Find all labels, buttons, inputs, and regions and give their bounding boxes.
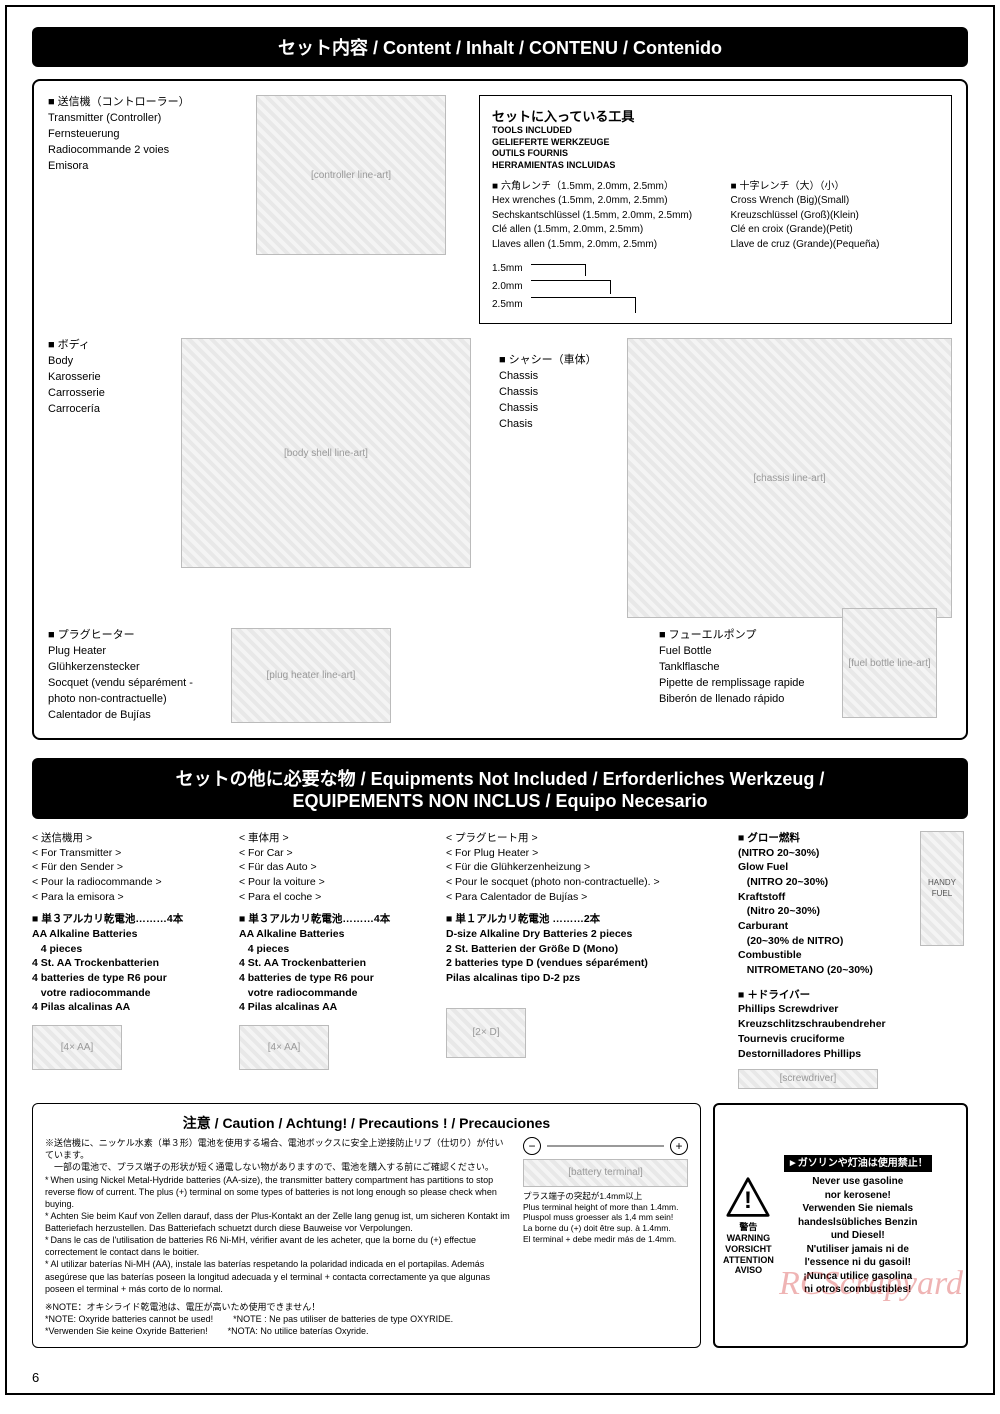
fuel-can-image: HANDY FUEL (920, 831, 964, 946)
svg-text:!: ! (744, 1187, 752, 1214)
warning-box: ! 警告 WARNING VORSICHT ATTENTION AVISO ►ガ… (713, 1103, 968, 1348)
screwdriver-image: [screwdriver] (738, 1069, 878, 1089)
fuelbottle-labels: フューエルポンプ Fuel Bottle Tanklflasche Pipett… (659, 628, 824, 708)
plugheater-image: [plug heater line-art] (231, 628, 391, 723)
content-section: 送信機（コントローラー） Transmitter (Controller) Fe… (32, 79, 968, 740)
terminal-symbols: − + (523, 1137, 688, 1155)
chassis-image: [chassis line-art] (627, 338, 952, 618)
chassis-labels: シャシー（車体） Chassis Chassis Chassis Chasis (499, 353, 609, 433)
caution-box: 注意 / Caution / Achtung! / Precautions ! … (32, 1103, 701, 1348)
fuelbottle-image: [fuel bottle line-art] (842, 608, 937, 718)
section1-banner: セット内容 / Content / Inhalt / CONTENU / Con… (32, 27, 968, 67)
terminal-image: [battery terminal] (523, 1159, 688, 1187)
controller-image: [controller line-art] (256, 95, 446, 255)
batteries-aa-image-2: [4× AA] (239, 1025, 329, 1070)
transmitter-labels: 送信機（コントローラー） Transmitter (Controller) Fe… (48, 95, 238, 175)
page-number: 6 (32, 1370, 39, 1385)
plugheater-labels: プラグヒーター Plug Heater Glühkerzenstecker So… (48, 628, 213, 724)
batteries-d-image: [2× D] (446, 1008, 526, 1058)
section2-banner: セットの他に必要な物 / Equipments Not Included / E… (32, 758, 968, 819)
body-image: [body shell line-art] (181, 338, 471, 568)
tools-box: セットに入っている工具 TOOLS INCLUDED GELIEFERTE WE… (479, 95, 952, 324)
warning-triangle-icon: ! (726, 1175, 770, 1219)
body-labels: ボディ Body Karosserie Carrosserie Carrocer… (48, 338, 163, 418)
batteries-aa-image-1: [4× AA] (32, 1025, 122, 1070)
